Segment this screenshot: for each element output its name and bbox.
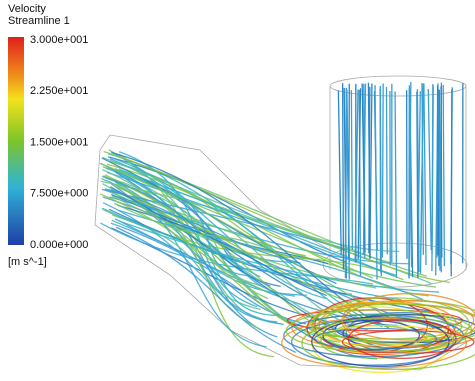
- tick-label: 3.000e+001: [30, 34, 88, 46]
- tick-label: 7.500e+000: [30, 188, 88, 200]
- color-bar: [8, 37, 24, 245]
- tick-label: 0.000e+000: [30, 239, 88, 251]
- streamline: [382, 83, 383, 257]
- legend-subtitle: Streamline 1: [8, 15, 70, 27]
- streamline: [351, 90, 352, 250]
- streamline: [386, 87, 387, 254]
- streamline: [451, 89, 452, 276]
- legend-unit: [m s^-1]: [8, 256, 47, 268]
- outline-edge: [330, 76, 466, 96]
- tick-label: 2.250e+001: [30, 85, 88, 97]
- streamline: [428, 89, 431, 250]
- legend-title: Velocity: [8, 3, 46, 15]
- streamline: [395, 91, 396, 278]
- streamline: [343, 83, 344, 269]
- legend-ticks: 3.000e+001 2.250e+001 1.500e+001 7.500e+000…: [30, 34, 88, 251]
- streamline: [424, 83, 426, 265]
- streamlines: [100, 82, 475, 372]
- streamline: [441, 86, 442, 257]
- cfd-view: Velocity Streamline 1 3.000e+001 2.250e+0…: [0, 0, 475, 381]
- streamline: [443, 85, 444, 266]
- tick-label: 1.500e+001: [30, 136, 88, 148]
- geometry-outline: [95, 76, 470, 370]
- streamline: [338, 90, 341, 255]
- streamline: [108, 154, 379, 325]
- streamline: [102, 208, 401, 300]
